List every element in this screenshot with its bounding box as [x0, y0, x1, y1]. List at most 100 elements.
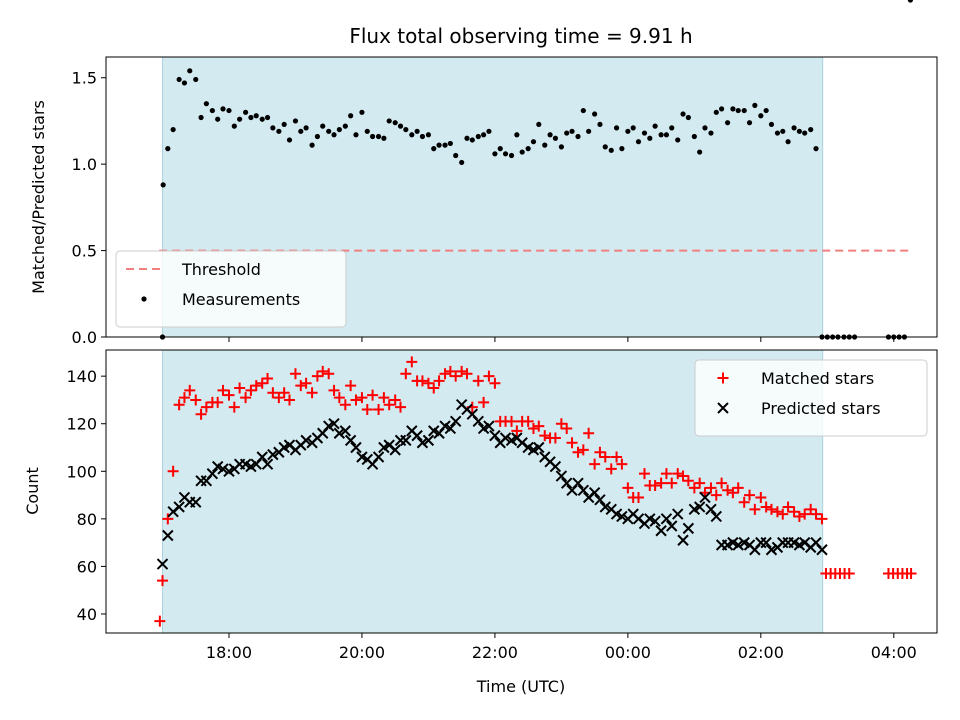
data-point: [777, 508, 789, 520]
data-point: [622, 482, 634, 494]
data-point: [605, 463, 617, 475]
data-point: [203, 101, 209, 107]
data-point: [816, 544, 828, 556]
data-point: [572, 477, 584, 489]
data-point: [348, 113, 354, 119]
data-point: [344, 434, 357, 447]
data-point: [592, 111, 598, 117]
data-point: [436, 142, 442, 148]
data-point: [561, 422, 573, 434]
data-point: [760, 536, 772, 549]
data-point: [688, 482, 700, 494]
data-point: [395, 401, 407, 413]
legend-box: [115, 250, 347, 328]
data-point: [364, 128, 370, 134]
data-point: [630, 125, 636, 131]
data-point: [406, 356, 418, 368]
data-point: [483, 420, 495, 432]
data-point: [367, 389, 379, 401]
data-point: [752, 102, 758, 108]
legend-entry-label: Measurements: [182, 290, 300, 309]
data-point: [459, 159, 465, 166]
data-point: [475, 133, 481, 140]
data-point: [264, 114, 271, 121]
data-point: [339, 425, 352, 437]
data-point: [292, 118, 299, 124]
data-point: [486, 128, 492, 134]
data-point: [419, 133, 426, 140]
data-point: [326, 128, 332, 134]
data-point: [256, 377, 268, 389]
y-tick-label: 0.5: [72, 242, 97, 261]
data-point: [206, 467, 219, 480]
data-point: [240, 392, 252, 404]
data-point: [328, 418, 340, 430]
data-point: [499, 432, 512, 444]
data-point: [331, 132, 337, 138]
data-point: [666, 477, 678, 489]
data-point: [791, 125, 797, 131]
data-point: [669, 125, 675, 131]
data-point: [400, 368, 412, 380]
x-tick-label: 18:00: [206, 643, 252, 662]
data-point: [652, 123, 658, 129]
data-point: [843, 568, 855, 580]
data-point: [738, 496, 750, 508]
data-point: [250, 380, 262, 392]
data-point: [339, 399, 351, 411]
data-point: [165, 146, 171, 152]
data-point: [190, 394, 202, 406]
data-point: [267, 448, 279, 461]
data-point: [577, 444, 589, 456]
data-point: [677, 534, 689, 546]
data-point: [525, 146, 531, 152]
data-point: [450, 370, 462, 382]
data-point: [760, 501, 772, 513]
data-point: [190, 496, 202, 508]
data-point: [453, 152, 459, 159]
data-point: [261, 458, 274, 470]
data-point: [724, 120, 731, 126]
predicted-stars-points: [156, 398, 828, 570]
ratio-legend: Threshold Measurements: [115, 250, 347, 328]
data-point: [442, 142, 448, 148]
data-point: [508, 152, 515, 159]
data-point: [658, 132, 664, 138]
data-point: [599, 501, 611, 513]
data-point: [345, 380, 357, 392]
data-point: [638, 468, 650, 480]
data-point: [198, 114, 204, 121]
data-point: [542, 142, 548, 148]
data-point: [409, 132, 415, 138]
data-point: [660, 513, 673, 525]
data-point: [295, 380, 307, 392]
data-point: [672, 508, 684, 520]
data-point: [713, 109, 719, 115]
data-point: [635, 139, 642, 145]
legend-marker-swatch: [717, 372, 729, 384]
legend-entry-label: Predicted stars: [761, 399, 881, 418]
data-point: [389, 444, 401, 456]
y-tick-label: 60: [77, 557, 97, 576]
legend-entry-label: Matched stars: [761, 369, 874, 388]
data-point: [694, 477, 706, 489]
data-point: [303, 125, 309, 131]
data-point: [276, 128, 282, 134]
data-point: [414, 128, 420, 134]
data-point: [765, 503, 777, 515]
data-point: [502, 151, 509, 157]
data-point: [217, 463, 229, 475]
data-point: [514, 132, 520, 138]
data-point: [564, 130, 570, 136]
data-point: [228, 401, 240, 413]
data-point: [699, 491, 711, 504]
y-tick-label: 1.5: [72, 69, 97, 88]
data-point: [580, 107, 586, 114]
data-point: [300, 434, 312, 447]
data-point: [549, 432, 561, 444]
data-point: [223, 389, 235, 401]
data-point: [608, 147, 614, 153]
data-point: [597, 121, 603, 128]
data-point: [816, 513, 828, 525]
